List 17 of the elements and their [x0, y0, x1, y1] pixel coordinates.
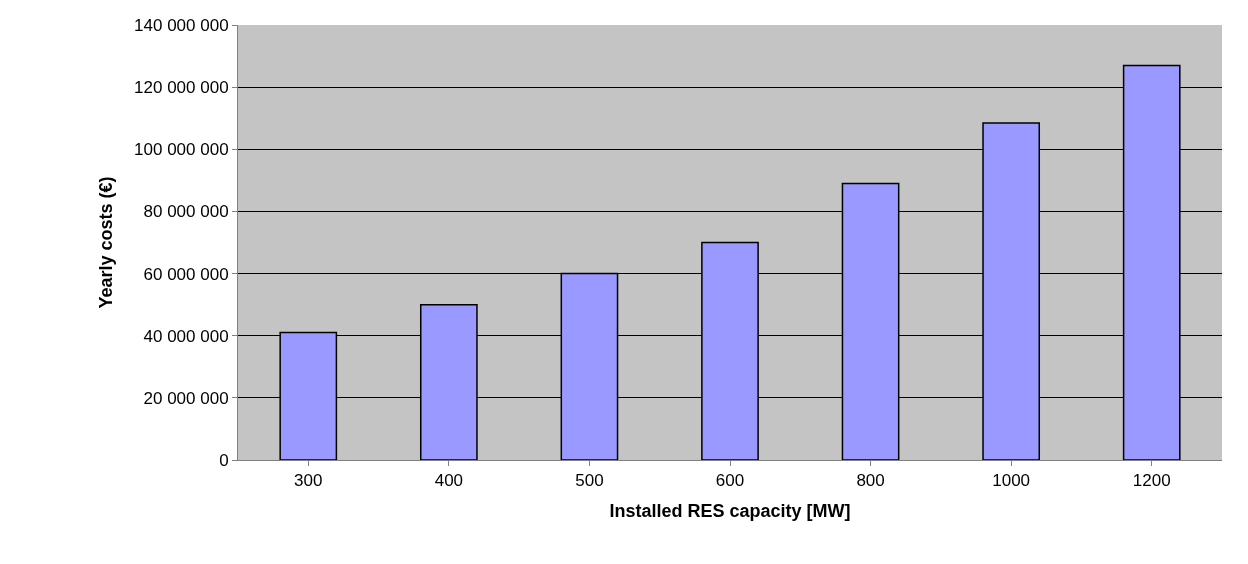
y-tick-label: 0: [219, 450, 229, 470]
x-tick-label: 400: [434, 471, 464, 491]
y-tick-label: 140 000 000: [134, 15, 229, 35]
x-tick-label: 1000: [992, 471, 1031, 491]
y-tick-label: 120 000 000: [134, 78, 229, 98]
x-axis-title: Installed RES capacity [MW]: [609, 500, 851, 521]
x-tick-label: 1200: [1132, 471, 1171, 491]
y-tick-label: 20 000 000: [143, 388, 229, 408]
y-axis-title: Yearly costs (€): [96, 176, 117, 309]
x-tick-label: 600: [715, 471, 745, 491]
x-tick-label: 800: [856, 471, 885, 491]
x-tick-label: 300: [294, 471, 323, 491]
y-tick-label: 100 000 000: [134, 140, 229, 160]
y-tick-label: 80 000 000: [143, 202, 229, 222]
y-tick-label: 60 000 000: [143, 264, 229, 284]
x-tick-label: 500: [575, 471, 604, 491]
y-tick-label: 40 000 000: [143, 326, 229, 346]
